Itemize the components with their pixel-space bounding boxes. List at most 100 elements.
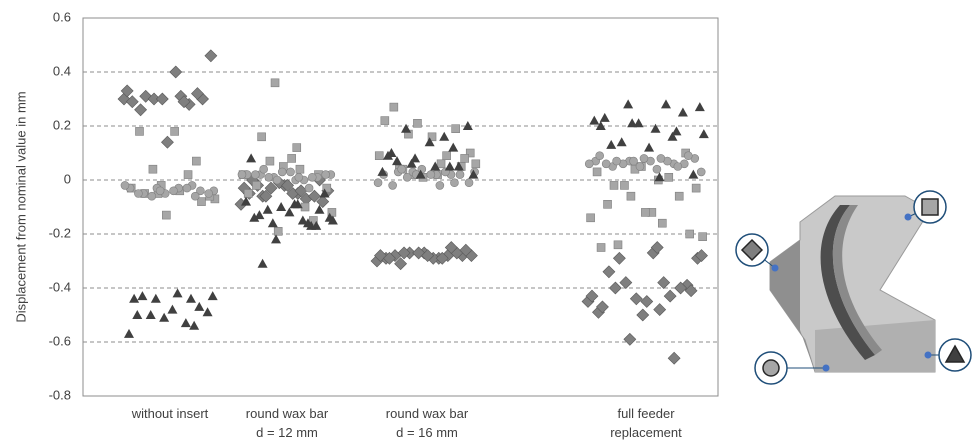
point bbox=[192, 157, 200, 165]
point bbox=[288, 154, 296, 162]
point bbox=[156, 93, 168, 105]
point bbox=[624, 333, 636, 345]
point bbox=[189, 321, 199, 330]
point bbox=[674, 163, 682, 171]
point bbox=[170, 187, 178, 195]
point bbox=[375, 152, 383, 160]
point bbox=[263, 205, 273, 214]
point bbox=[627, 192, 635, 200]
point bbox=[596, 152, 604, 160]
point bbox=[609, 282, 621, 294]
point bbox=[593, 168, 601, 176]
y-tick-label: -0.8 bbox=[49, 387, 71, 402]
point bbox=[161, 136, 173, 148]
point bbox=[278, 168, 286, 176]
point bbox=[135, 104, 147, 116]
point bbox=[162, 211, 170, 219]
y-tick-label: -0.4 bbox=[49, 279, 71, 294]
point bbox=[641, 208, 649, 216]
point bbox=[436, 181, 444, 189]
point bbox=[697, 168, 705, 176]
point bbox=[194, 302, 204, 311]
point bbox=[448, 143, 458, 152]
point bbox=[205, 190, 213, 198]
point bbox=[465, 179, 473, 187]
point bbox=[437, 160, 445, 168]
point bbox=[151, 294, 161, 303]
point bbox=[271, 79, 279, 87]
point bbox=[427, 171, 435, 179]
point bbox=[450, 179, 458, 187]
point bbox=[614, 241, 622, 249]
point bbox=[266, 157, 274, 165]
point bbox=[472, 160, 480, 168]
point bbox=[181, 318, 191, 327]
point bbox=[265, 173, 273, 181]
point bbox=[456, 171, 464, 179]
point bbox=[675, 192, 683, 200]
point bbox=[170, 66, 182, 78]
point bbox=[589, 116, 599, 125]
point bbox=[135, 127, 143, 135]
point bbox=[443, 152, 451, 160]
point bbox=[620, 277, 632, 289]
point bbox=[284, 207, 294, 216]
point bbox=[258, 133, 266, 141]
point bbox=[636, 163, 644, 171]
point bbox=[644, 143, 654, 152]
point bbox=[208, 291, 218, 300]
point bbox=[156, 187, 164, 195]
part-illustration bbox=[736, 191, 971, 384]
point bbox=[600, 113, 610, 122]
page: Displacement from nominal value in mm 0.… bbox=[0, 0, 972, 444]
point bbox=[308, 173, 316, 181]
point bbox=[665, 173, 673, 181]
point bbox=[305, 184, 313, 192]
point bbox=[134, 190, 142, 198]
point bbox=[603, 266, 615, 278]
point bbox=[137, 291, 147, 300]
point bbox=[630, 293, 642, 305]
point bbox=[173, 288, 183, 297]
point bbox=[171, 127, 179, 135]
point bbox=[203, 307, 213, 316]
x-tick-label: round wax bar d = 12 mm bbox=[217, 404, 357, 442]
point bbox=[658, 277, 670, 289]
point bbox=[287, 168, 295, 176]
point bbox=[684, 152, 692, 160]
y-tick-label: -0.2 bbox=[49, 225, 71, 240]
point bbox=[627, 118, 637, 127]
point bbox=[445, 162, 455, 171]
point bbox=[617, 137, 627, 146]
point bbox=[148, 192, 156, 200]
point bbox=[146, 310, 156, 319]
point bbox=[184, 171, 192, 179]
point bbox=[392, 156, 402, 165]
point bbox=[630, 157, 638, 165]
chart: Displacement from nominal value in mm 0.… bbox=[0, 0, 972, 444]
point bbox=[124, 329, 134, 338]
point bbox=[658, 219, 666, 227]
point bbox=[699, 129, 709, 138]
point bbox=[129, 294, 139, 303]
point bbox=[597, 244, 605, 252]
point bbox=[623, 99, 633, 108]
point bbox=[246, 153, 256, 162]
point bbox=[403, 173, 411, 181]
point bbox=[271, 234, 281, 243]
point bbox=[413, 119, 421, 127]
point bbox=[258, 259, 268, 268]
point bbox=[439, 132, 449, 141]
point bbox=[585, 160, 593, 168]
point bbox=[260, 165, 268, 173]
point bbox=[604, 200, 612, 208]
point bbox=[244, 190, 252, 198]
point bbox=[671, 126, 681, 135]
point bbox=[661, 99, 671, 108]
point bbox=[637, 309, 649, 321]
point bbox=[132, 310, 142, 319]
x-tick-label: round wax bar d = 16 mm bbox=[357, 404, 497, 442]
point bbox=[657, 154, 665, 162]
y-tick-label: -0.6 bbox=[49, 333, 71, 348]
point bbox=[695, 102, 705, 111]
